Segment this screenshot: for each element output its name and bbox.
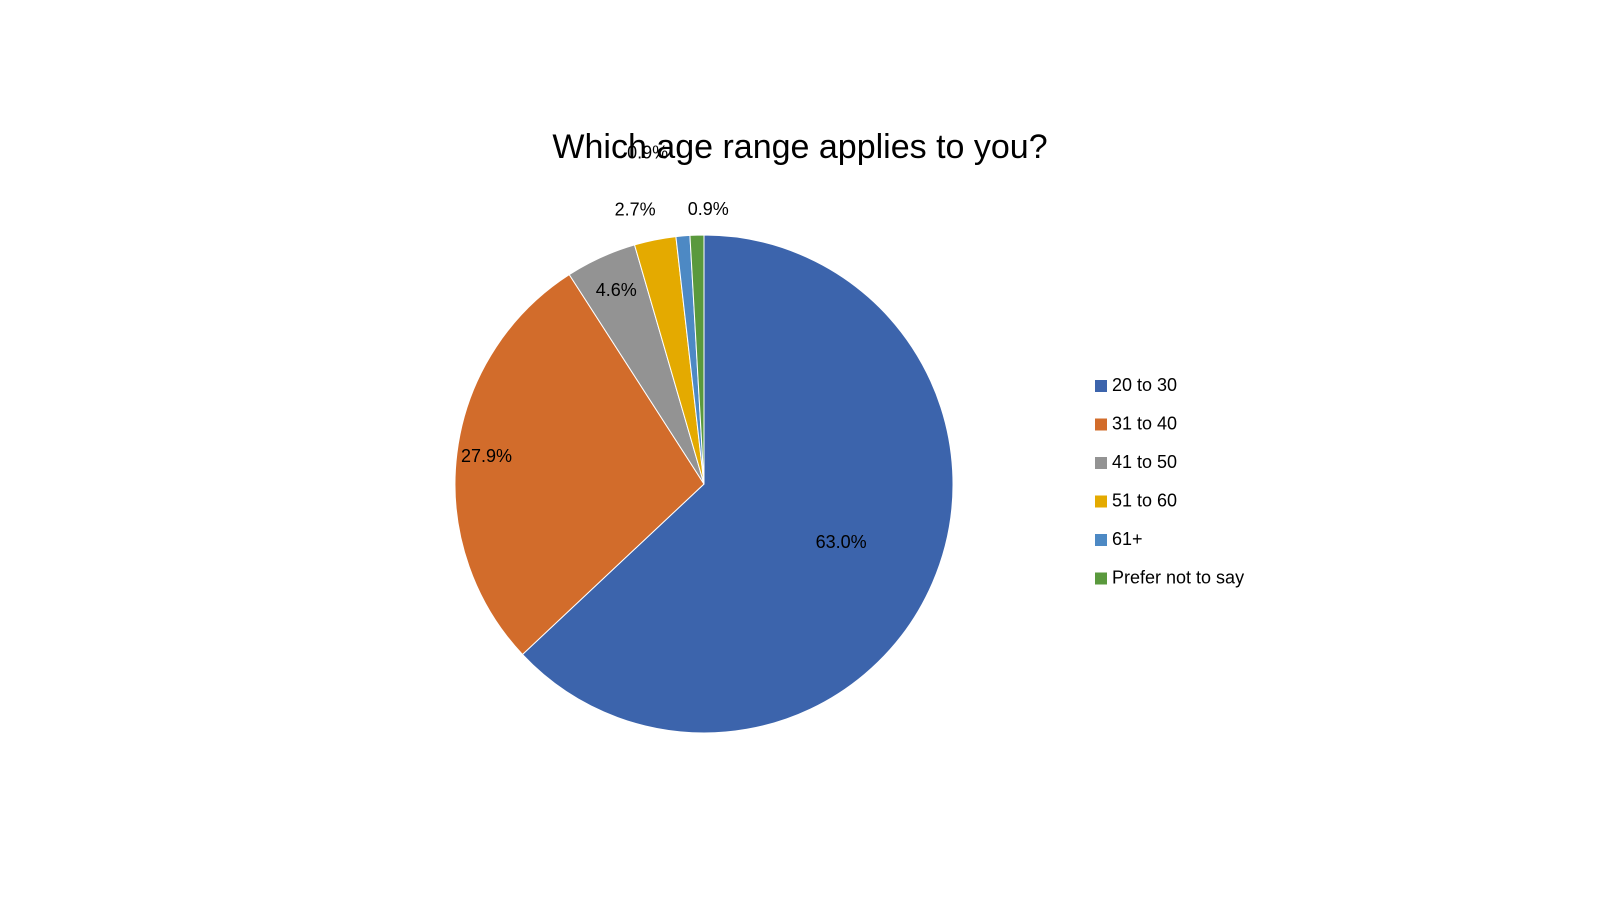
legend-label-prefer-not-to-say: Prefer not to say <box>1112 567 1244 587</box>
legend-item-31-to-40: 31 to 40 <box>1095 413 1177 433</box>
data-labels: 63.0% 27.9% 4.6% 2.7% 0.9% 0.9% <box>461 143 867 552</box>
legend-item-20-to-30: 20 to 30 <box>1095 375 1177 395</box>
legend-item-51-to-60: 51 to 60 <box>1095 490 1177 510</box>
legend-swatch-31-to-40 <box>1095 418 1107 431</box>
pie-slice-31-to-40 <box>454 273 705 656</box>
legend-swatch-prefer-not-to-say <box>1095 572 1107 585</box>
data-label-41-to-50: 4.6% <box>596 280 637 300</box>
data-label-20-to-30: 63.0% <box>816 532 867 552</box>
legend-label-51-to-60: 51 to 60 <box>1112 490 1177 510</box>
legend-item-61: 61+ <box>1095 529 1143 549</box>
legend: 20 to 30 31 to 40 41 to 50 51 to 60 61+ Prefe… <box>1095 375 1244 587</box>
data-label-61: 0.9% <box>627 143 668 163</box>
chart-title: Which age range applies to you? <box>552 128 1047 166</box>
data-label-31-to-40: 27.9% <box>461 446 512 466</box>
pie-slice-20-to-30 <box>521 234 954 734</box>
legend-swatch-41-to-50 <box>1095 457 1107 469</box>
legend-swatch-61 <box>1095 534 1107 546</box>
legend-swatch-20-to-30 <box>1095 380 1107 392</box>
legend-item-prefer-not-to-say: Prefer not to say <box>1095 567 1244 587</box>
legend-item-41-to-50: 41 to 50 <box>1095 452 1177 472</box>
legend-swatch-51-to-60 <box>1095 495 1107 508</box>
legend-label-41-to-50: 41 to 50 <box>1112 452 1177 472</box>
pie-slice-prefer-not-to-say <box>689 234 705 485</box>
legend-label-20-to-30: 20 to 30 <box>1112 375 1177 395</box>
legend-label-61: 61+ <box>1112 529 1143 549</box>
data-label-51-to-60: 2.7% <box>615 199 656 219</box>
legend-label-31-to-40: 31 to 40 <box>1112 413 1177 433</box>
pie-slices <box>454 234 954 734</box>
data-label-prefer-not-to-say: 0.9% <box>688 199 729 219</box>
